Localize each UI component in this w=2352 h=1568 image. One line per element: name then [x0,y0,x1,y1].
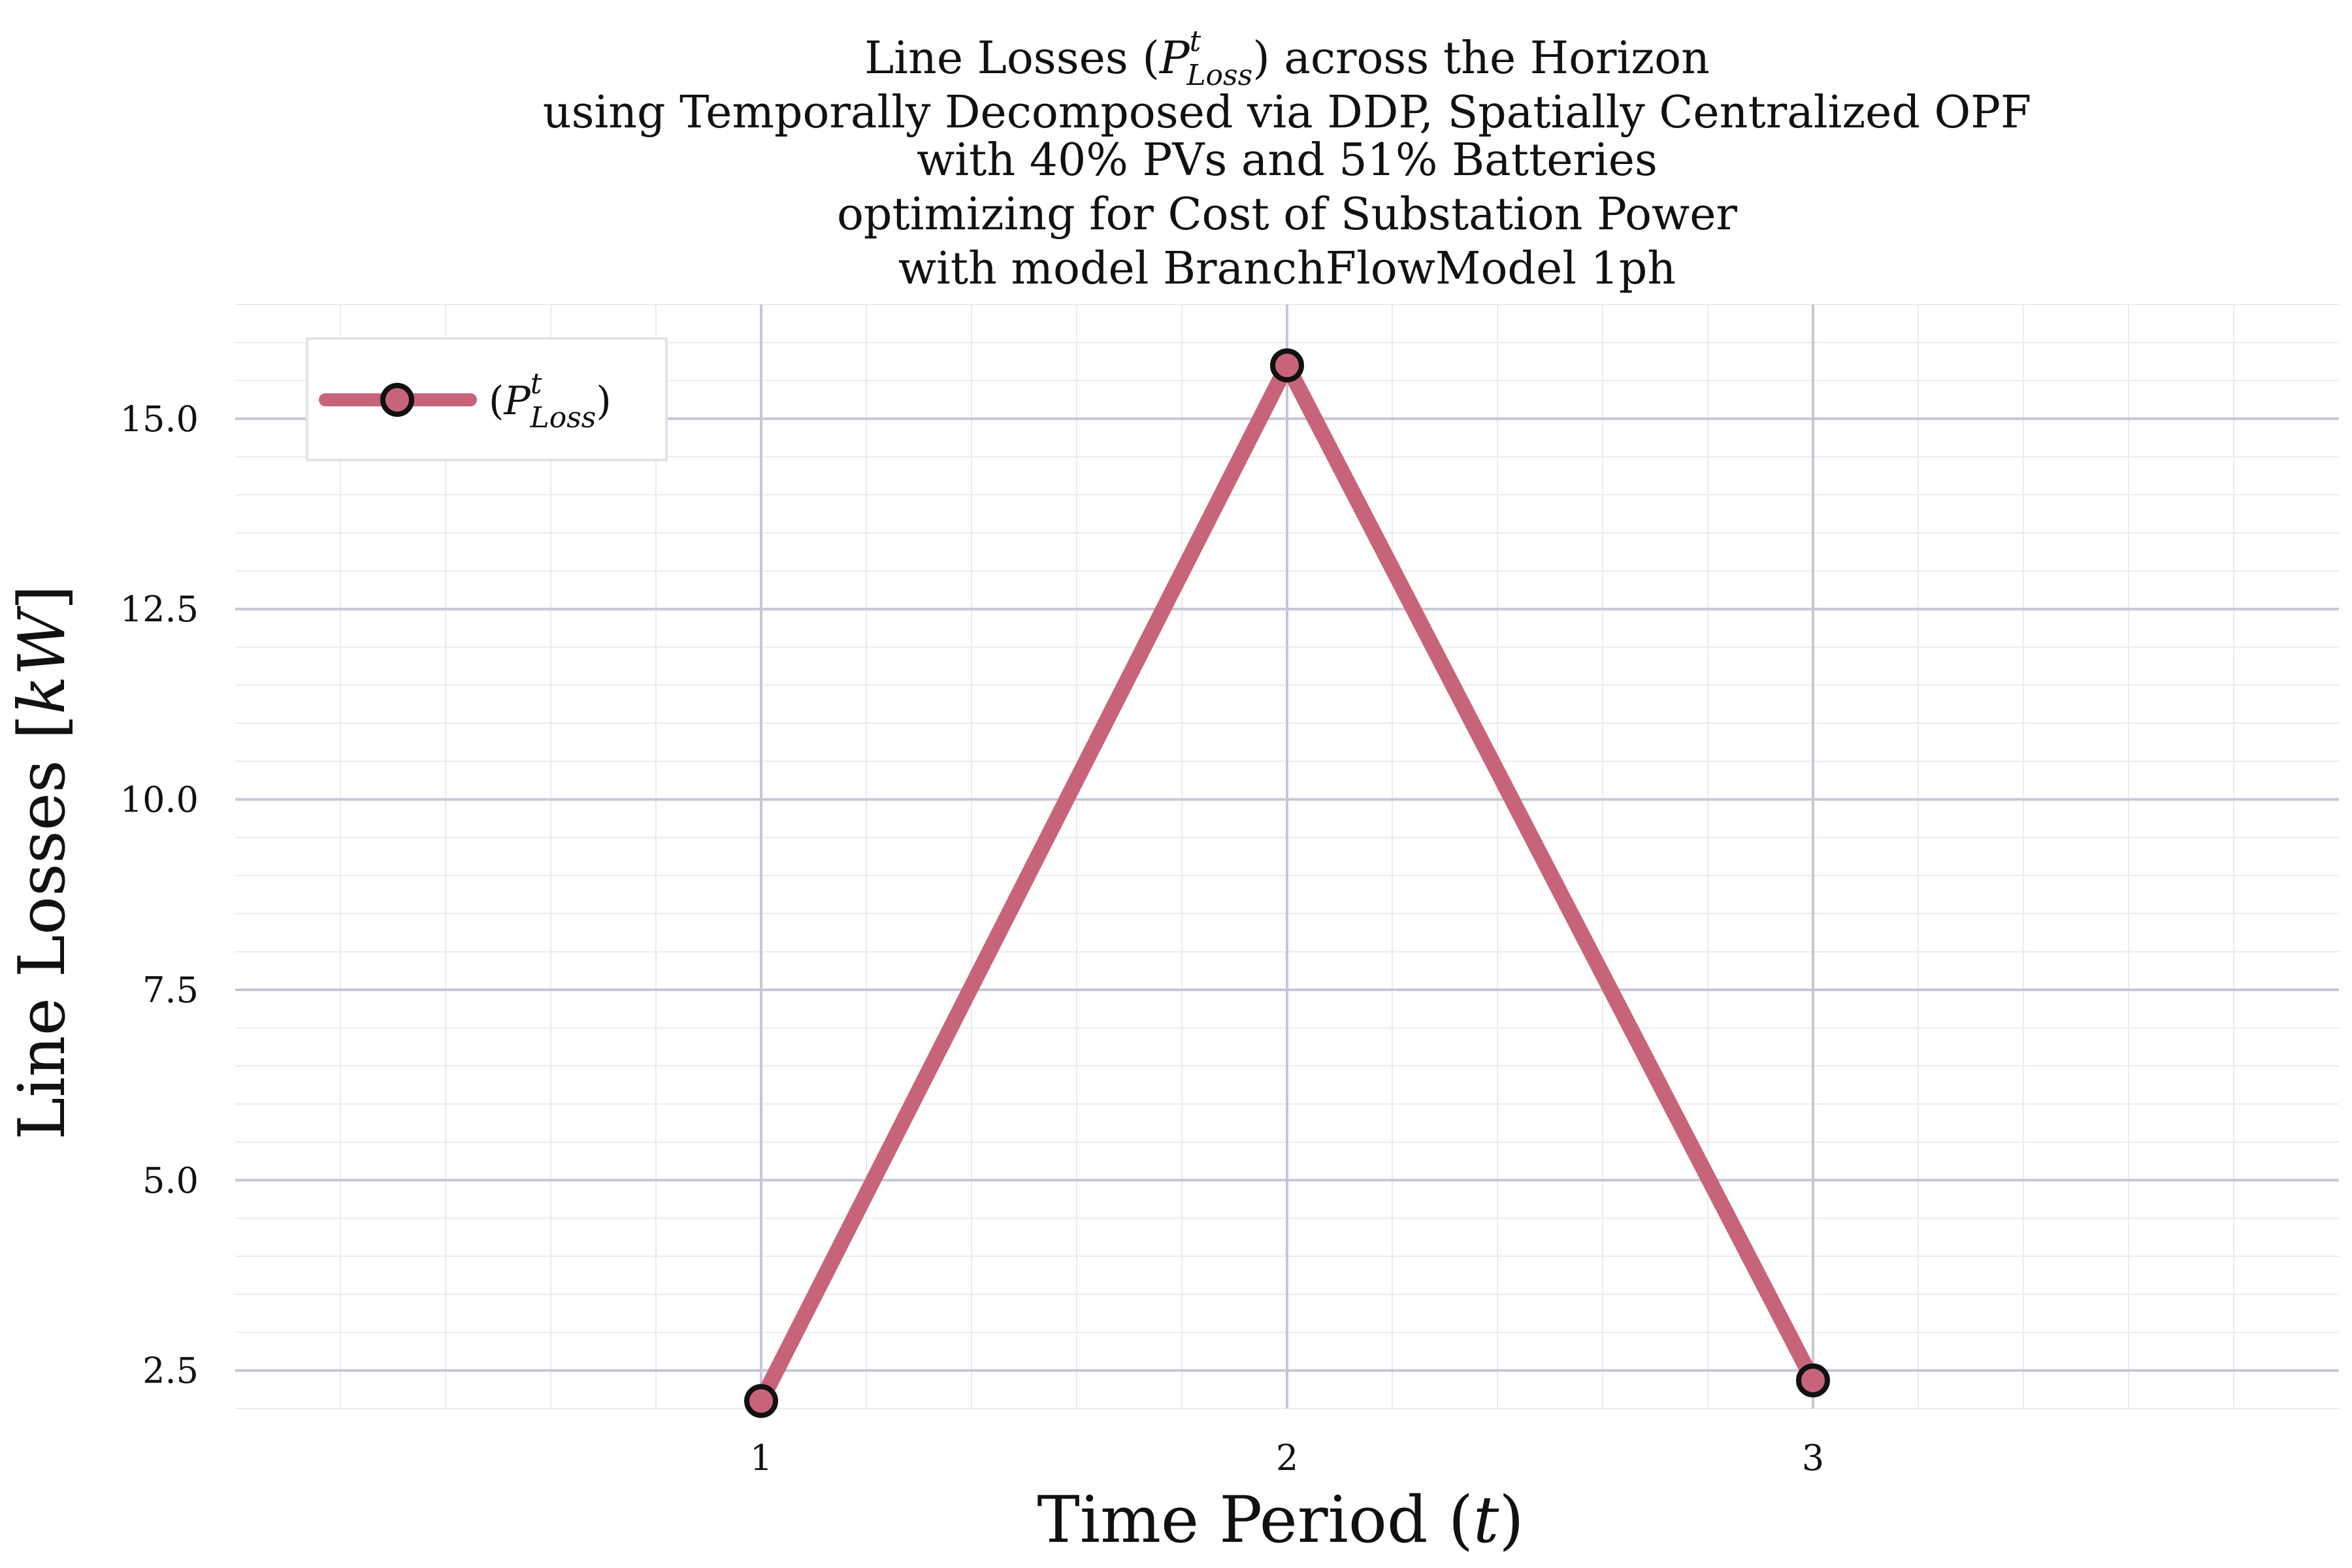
x-axis-label-var: t [1473,1483,1499,1558]
y-tick-label: 12.5 [120,589,199,630]
x-tick-label: 3 [1802,1437,1824,1478]
x-tick-label: 1 [750,1437,772,1478]
y-tick-labels: 2.5 5.0 7.5 10.0 12.5 15.0 [120,399,199,1392]
title-superscript: t [1190,25,1201,58]
data-point [1270,348,1304,383]
title-line-5: with model BranchFlowModel 1ph [898,243,1676,295]
legend-label: (Pt Loss) [489,367,612,434]
major-grid [235,304,2339,1409]
x-tick-labels: 1 2 3 [750,1437,1824,1478]
legend-subscript: Loss [529,401,596,434]
title-suffix: ) across the Horizon [1252,33,1710,84]
y-tick-label: 5.0 [142,1160,199,1201]
x-axis-label-text: Time Period ( [1037,1483,1473,1558]
chart-title: Line Losses (Pt Loss) across the Horizon … [543,25,2031,295]
title-line-1: Line Losses (Pt Loss) across the Horizon [864,25,1710,92]
x-axis-label: Time Period (t) [1037,1483,1524,1558]
legend: (Pt Loss) [306,337,668,461]
data-point [1796,1363,1830,1397]
y-axis-label-text: Line Losses [ [5,715,80,1140]
y-axis-label: Line Losses [kW] [5,585,80,1139]
x-tick-label: 2 [1276,1437,1298,1478]
title-symbol: P [1158,33,1190,84]
y-tick-label: 10.0 [120,779,199,821]
title-prefix: Line Losses ( [864,33,1160,84]
y-tick-label: 7.5 [142,970,199,1011]
legend-symbol: P [503,378,531,424]
title-line-2: using Temporally Decomposed via DDP, Spa… [543,87,2031,139]
title-line-3: with 40% PVs and 51% Batteries [917,135,1658,186]
title-subscript: Loss [1186,59,1252,92]
y-tick-label: 2.5 [142,1350,199,1392]
x-axis-label-suffix: ) [1499,1483,1524,1558]
title-line-4: optimizing for Cost of Substation Power [837,189,1738,240]
y-axis-label-suffix: ] [5,585,80,610]
y-tick-label: 15.0 [120,399,199,440]
legend-close: ) [596,378,611,424]
series-layer [744,348,1830,1418]
data-point [744,1384,778,1418]
legend-open: ( [489,378,504,424]
y-axis-label-var: kW [5,605,80,714]
legend-marker [380,383,414,417]
legend-superscript: t [531,367,542,400]
